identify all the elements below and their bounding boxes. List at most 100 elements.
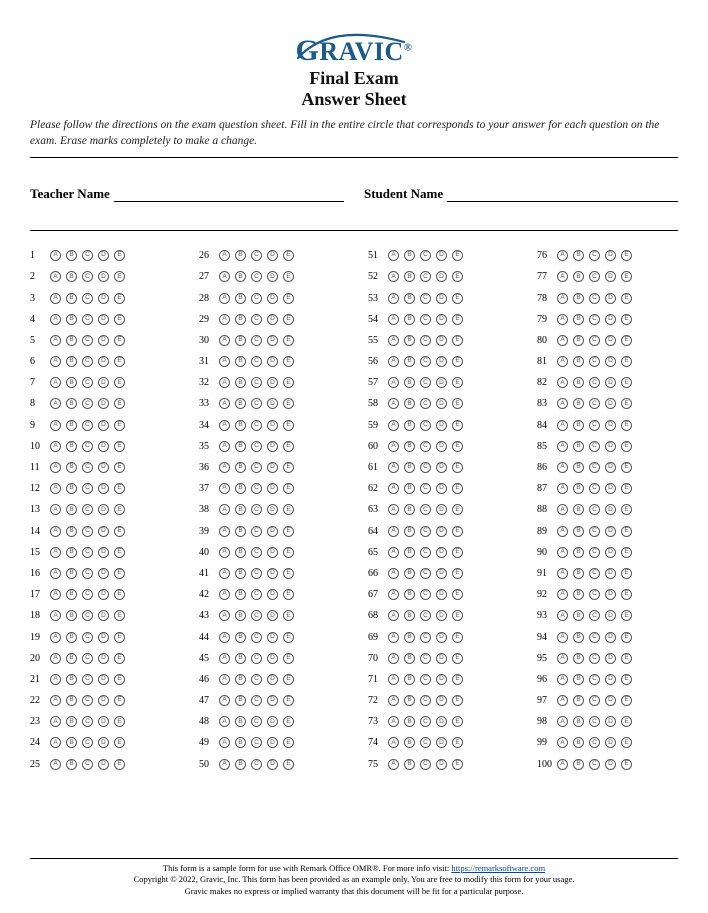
answer-bubble[interactable]: D	[605, 759, 616, 770]
answer-bubble[interactable]: D	[436, 483, 447, 494]
answer-bubble[interactable]: A	[219, 420, 230, 431]
answer-bubble[interactable]: E	[621, 420, 632, 431]
answer-bubble[interactable]: C	[420, 547, 431, 558]
answer-bubble[interactable]: C	[420, 737, 431, 748]
answer-bubble[interactable]: B	[404, 420, 415, 431]
answer-bubble[interactable]: E	[452, 441, 463, 452]
answer-bubble[interactable]: E	[452, 483, 463, 494]
answer-bubble[interactable]: B	[235, 271, 246, 282]
answer-bubble[interactable]: B	[66, 293, 77, 304]
answer-bubble[interactable]: B	[66, 441, 77, 452]
answer-bubble[interactable]: C	[420, 674, 431, 685]
answer-bubble[interactable]: A	[388, 356, 399, 367]
answer-bubble[interactable]: A	[219, 716, 230, 727]
answer-bubble[interactable]: B	[573, 504, 584, 515]
answer-bubble[interactable]: D	[98, 398, 109, 409]
answer-bubble[interactable]: E	[452, 377, 463, 388]
answer-bubble[interactable]: C	[82, 737, 93, 748]
answer-bubble[interactable]: E	[283, 589, 294, 600]
answer-bubble[interactable]: D	[605, 420, 616, 431]
answer-bubble[interactable]: E	[452, 526, 463, 537]
answer-bubble[interactable]: B	[66, 504, 77, 515]
answer-bubble[interactable]: A	[219, 737, 230, 748]
answer-bubble[interactable]: B	[235, 610, 246, 621]
answer-bubble[interactable]: A	[50, 483, 61, 494]
answer-bubble[interactable]: B	[573, 632, 584, 643]
answer-bubble[interactable]: A	[388, 483, 399, 494]
answer-bubble[interactable]: D	[605, 377, 616, 388]
answer-bubble[interactable]: C	[420, 483, 431, 494]
answer-bubble[interactable]: B	[573, 674, 584, 685]
answer-bubble[interactable]: D	[98, 314, 109, 325]
answer-bubble[interactable]: B	[66, 632, 77, 643]
answer-bubble[interactable]: E	[621, 441, 632, 452]
answer-bubble[interactable]: E	[621, 314, 632, 325]
answer-bubble[interactable]: C	[251, 314, 262, 325]
answer-bubble[interactable]: A	[219, 293, 230, 304]
answer-bubble[interactable]: D	[605, 632, 616, 643]
answer-bubble[interactable]: B	[404, 483, 415, 494]
answer-bubble[interactable]: B	[404, 377, 415, 388]
answer-bubble[interactable]: C	[420, 398, 431, 409]
answer-bubble[interactable]: B	[404, 737, 415, 748]
answer-bubble[interactable]: B	[235, 653, 246, 664]
answer-bubble[interactable]: B	[404, 568, 415, 579]
answer-bubble[interactable]: E	[114, 695, 125, 706]
answer-bubble[interactable]: E	[621, 504, 632, 515]
answer-bubble[interactable]: E	[283, 526, 294, 537]
answer-bubble[interactable]: E	[114, 377, 125, 388]
answer-bubble[interactable]: E	[283, 737, 294, 748]
answer-bubble[interactable]: A	[50, 716, 61, 727]
answer-bubble[interactable]: C	[589, 526, 600, 537]
answer-bubble[interactable]: E	[283, 759, 294, 770]
answer-bubble[interactable]: B	[66, 653, 77, 664]
answer-bubble[interactable]: D	[98, 610, 109, 621]
answer-bubble[interactable]: A	[557, 526, 568, 537]
teacher-name-line[interactable]	[114, 187, 344, 202]
answer-bubble[interactable]: C	[82, 462, 93, 473]
answer-bubble[interactable]: B	[66, 420, 77, 431]
answer-bubble[interactable]: B	[404, 716, 415, 727]
answer-bubble[interactable]: A	[557, 441, 568, 452]
answer-bubble[interactable]: A	[50, 547, 61, 558]
answer-bubble[interactable]: C	[420, 335, 431, 346]
answer-bubble[interactable]: A	[219, 398, 230, 409]
answer-bubble[interactable]: B	[573, 737, 584, 748]
answer-bubble[interactable]: B	[235, 483, 246, 494]
answer-bubble[interactable]: E	[283, 632, 294, 643]
answer-bubble[interactable]: B	[66, 716, 77, 727]
answer-bubble[interactable]: A	[219, 695, 230, 706]
answer-bubble[interactable]: E	[114, 335, 125, 346]
answer-bubble[interactable]: A	[50, 632, 61, 643]
answer-bubble[interactable]: A	[557, 547, 568, 558]
answer-bubble[interactable]: D	[605, 610, 616, 621]
answer-bubble[interactable]: B	[573, 610, 584, 621]
answer-bubble[interactable]: D	[436, 504, 447, 515]
answer-bubble[interactable]: E	[452, 610, 463, 621]
answer-bubble[interactable]: E	[114, 547, 125, 558]
answer-bubble[interactable]: E	[114, 737, 125, 748]
answer-bubble[interactable]: D	[605, 293, 616, 304]
answer-bubble[interactable]: D	[605, 250, 616, 261]
answer-bubble[interactable]: D	[267, 420, 278, 431]
answer-bubble[interactable]: E	[283, 335, 294, 346]
answer-bubble[interactable]: E	[621, 737, 632, 748]
answer-bubble[interactable]: C	[420, 271, 431, 282]
answer-bubble[interactable]: E	[114, 526, 125, 537]
answer-bubble[interactable]: B	[235, 462, 246, 473]
answer-bubble[interactable]: A	[557, 610, 568, 621]
answer-bubble[interactable]: C	[589, 335, 600, 346]
answer-bubble[interactable]: C	[251, 462, 262, 473]
answer-bubble[interactable]: C	[420, 610, 431, 621]
answer-bubble[interactable]: D	[267, 653, 278, 664]
answer-bubble[interactable]: C	[251, 250, 262, 261]
answer-bubble[interactable]: D	[436, 335, 447, 346]
answer-bubble[interactable]: D	[436, 653, 447, 664]
answer-bubble[interactable]: B	[235, 759, 246, 770]
answer-bubble[interactable]: E	[621, 356, 632, 367]
answer-bubble[interactable]: E	[283, 356, 294, 367]
answer-bubble[interactable]: E	[452, 335, 463, 346]
answer-bubble[interactable]: A	[388, 462, 399, 473]
answer-bubble[interactable]: A	[219, 250, 230, 261]
answer-bubble[interactable]: E	[283, 653, 294, 664]
